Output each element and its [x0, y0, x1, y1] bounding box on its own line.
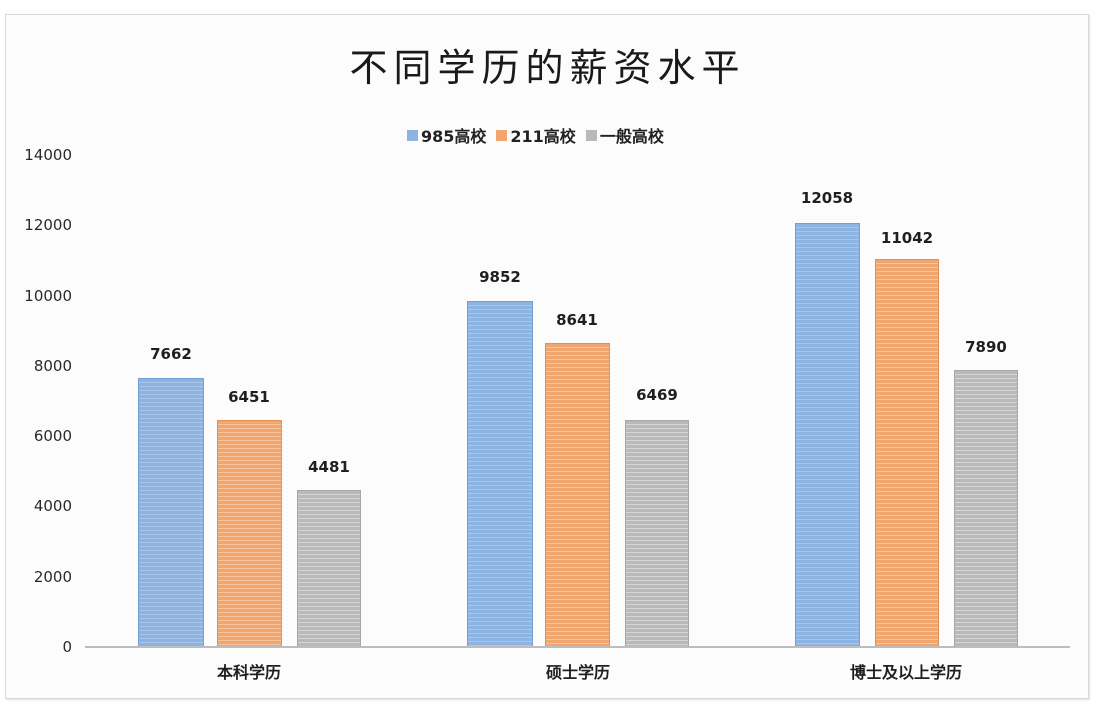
x-axis-line — [85, 646, 1070, 648]
bar-master-985[interactable] — [467, 301, 533, 647]
x-tick-label-bachelor: 本科学历 — [216, 663, 281, 682]
bar-value-label: 7890 — [965, 338, 1007, 356]
bar-value-label: 6469 — [636, 386, 678, 404]
x-tick-label-doctor: 博士及以上学历 — [849, 663, 962, 682]
legend-item-211[interactable]: 211高校 — [496, 123, 576, 147]
bar-bachelor-general[interactable] — [297, 490, 361, 647]
y-tick-label: 0 — [62, 638, 72, 656]
chart-legend: 985高校 211高校 一般高校 — [407, 124, 664, 146]
bar-doctor-211[interactable] — [875, 259, 939, 647]
y-tick-label: 4000 — [33, 497, 72, 515]
legend-item-985[interactable]: 985高校 — [407, 123, 486, 147]
y-tick-label: 12000 — [24, 216, 72, 234]
legend-swatch-211 — [496, 129, 508, 141]
bar-value-label: 12058 — [800, 189, 854, 207]
y-tick-label: 8000 — [33, 357, 72, 375]
chart-title: 不同学历的薪资水平 — [349, 46, 746, 90]
bar-value-label: 8641 — [556, 311, 598, 329]
x-tick-label-master: 硕士学历 — [545, 663, 610, 682]
bar-bachelor-985[interactable] — [138, 378, 204, 647]
y-tick-label: 14000 — [24, 146, 72, 164]
legend-swatch-985 — [407, 129, 418, 141]
bar-bachelor-211[interactable] — [217, 420, 282, 647]
legend-label: 211高校 — [510, 127, 576, 146]
legend-item-general[interactable]: 一般高校 — [585, 123, 664, 147]
bar-value-label: 7662 — [150, 345, 192, 363]
bar-value-label: 4481 — [308, 458, 350, 476]
bar-value-label: 6451 — [228, 388, 270, 406]
bar-doctor-general[interactable] — [954, 370, 1018, 647]
legend-swatch-general — [585, 129, 597, 141]
bar-master-general[interactable] — [625, 420, 689, 647]
legend-label: 一般高校 — [599, 127, 664, 146]
bar-value-label: 11042 — [880, 229, 934, 247]
bar-doctor-985[interactable] — [795, 223, 860, 647]
y-tick-label: 2000 — [33, 568, 72, 586]
bar-master-211[interactable] — [545, 343, 610, 647]
y-tick-label: 6000 — [33, 427, 72, 445]
bar-value-label: 9852 — [479, 268, 521, 286]
y-tick-label: 10000 — [24, 287, 72, 305]
legend-label: 985高校 — [421, 127, 487, 146]
